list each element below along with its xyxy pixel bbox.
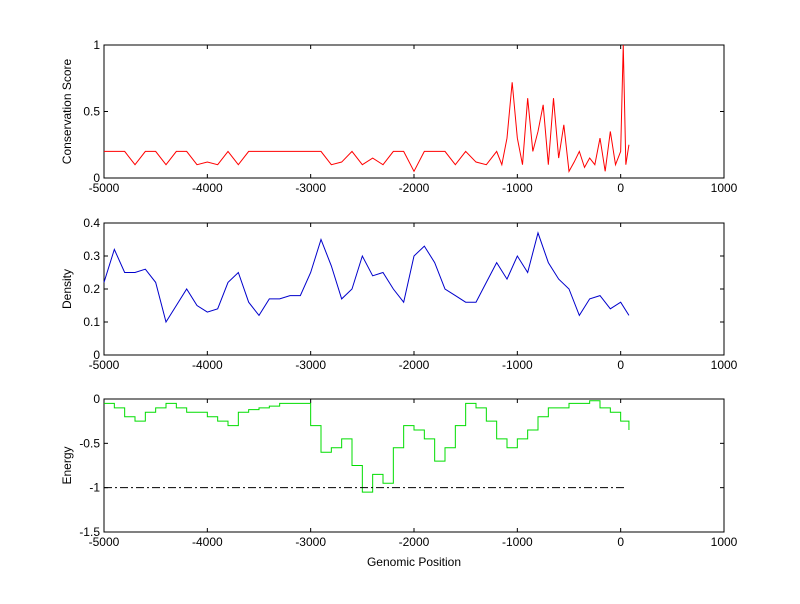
x-tick-label: 0 [617,181,624,195]
y-tick-label: 0.3 [83,249,100,263]
y-tick-label: 0 [93,392,100,406]
x-tick-label: 0 [617,535,624,549]
data-line [103,231,630,324]
x-tick-label: -3000 [295,535,326,549]
y-tick-label: 0.2 [83,282,100,296]
plot-area [103,398,725,533]
x-tick-label: -5000 [89,535,120,549]
x-tick-label: -4000 [192,358,223,372]
y-tick-label: -1 [89,481,100,495]
x-tick-label: -2000 [399,181,430,195]
x-tick-label: 1000 [711,535,738,549]
plot-area [103,222,725,356]
x-tick-label: -1000 [502,535,533,549]
y-tick-label: 1 [93,38,100,52]
data-line [104,44,630,173]
y-tick-label: 0.4 [83,216,100,230]
x-tick-label: 1000 [711,181,738,195]
x-tick-label: 1000 [711,358,738,372]
y-tick-label: 0.5 [83,105,100,119]
x-tick-label: -5000 [89,181,120,195]
y-tick-label: -0.5 [79,436,100,450]
x-tick-label: -4000 [192,181,223,195]
x-tick-label: -3000 [295,358,326,372]
x-tick-label: -3000 [295,181,326,195]
y-axis-label: Conservation Score [60,58,74,164]
y-axis-label: Energy [60,446,74,484]
y-axis-label: Density [60,269,74,309]
x-axis-label: Genomic Position [367,555,461,569]
x-tick-label: -4000 [192,535,223,549]
x-tick-label: -2000 [399,358,430,372]
data-line [104,400,630,493]
x-tick-label: -1000 [502,358,533,372]
y-tick-label: -1.5 [79,525,100,539]
x-tick-label: -5000 [89,358,120,372]
x-tick-label: 0 [617,358,624,372]
y-tick-label: 0.1 [83,315,100,329]
y-tick-label: 0 [93,348,100,362]
x-tick-label: -1000 [502,181,533,195]
y-tick-label: 0 [93,171,100,185]
x-tick-label: -2000 [399,535,430,549]
plot-area [103,44,725,179]
